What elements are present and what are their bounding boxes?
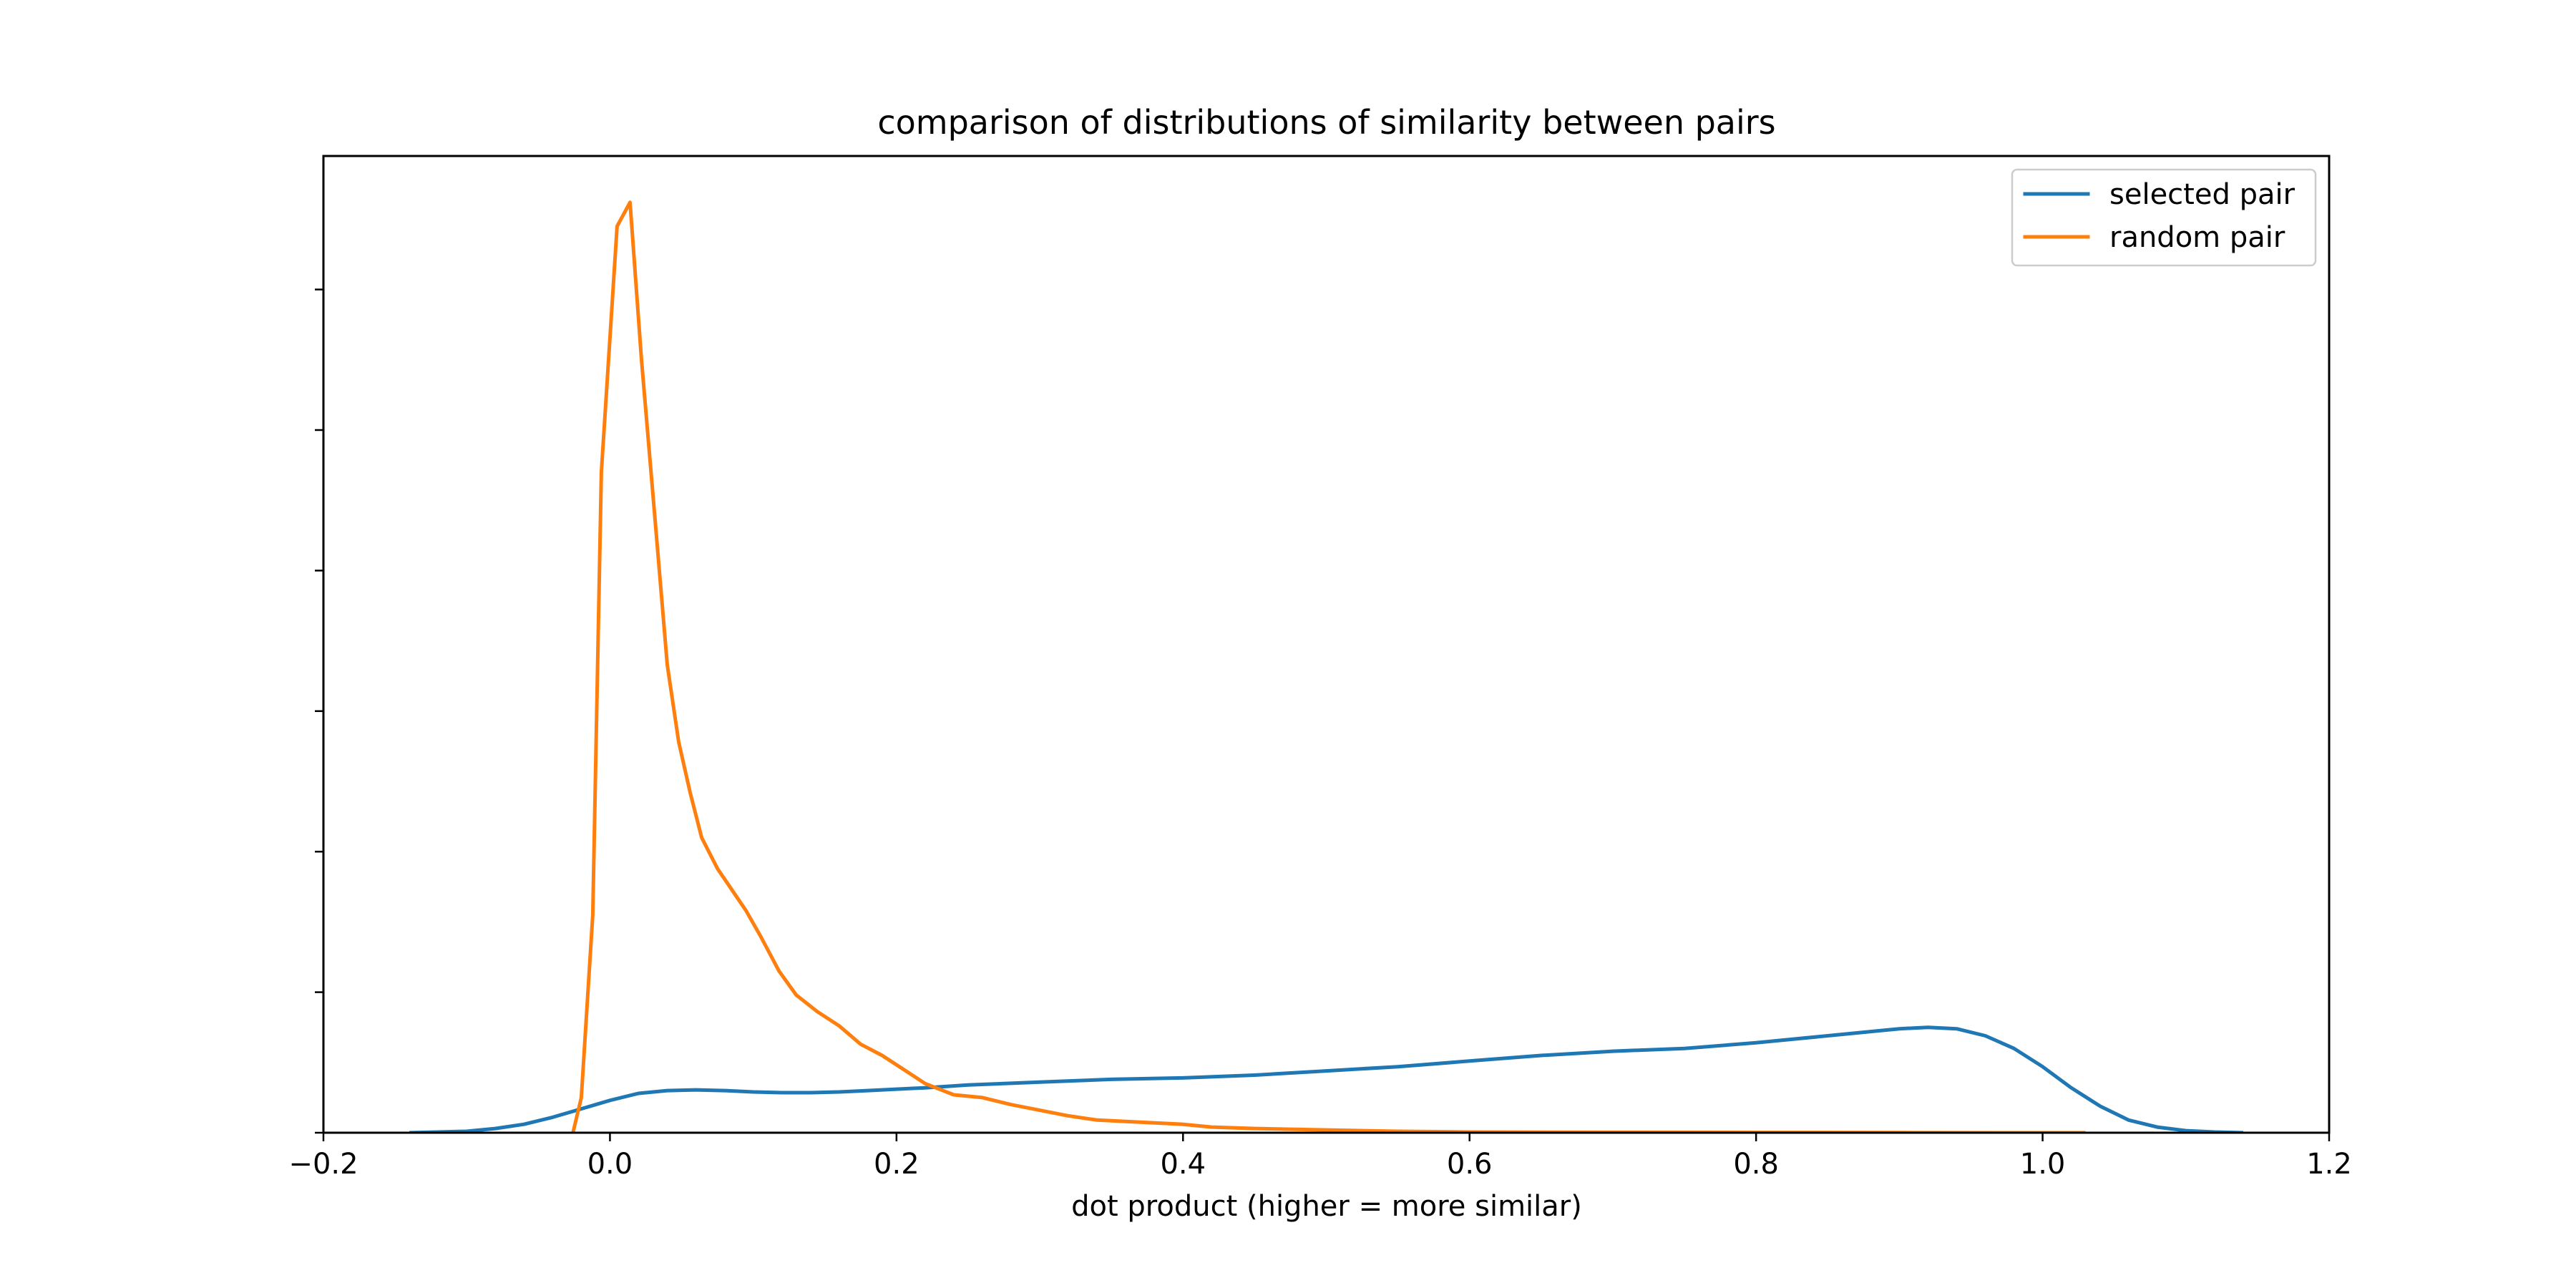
x-axis: −0.2 0.0 0.2 0.4 0.6 0.8 1.0 1.2 <box>288 1133 2352 1181</box>
x-tick-label: 0.4 <box>1160 1148 1206 1181</box>
x-tick-label: 0.0 <box>587 1148 633 1181</box>
axes-frame <box>322 155 2331 1134</box>
legend-label-random-pair: random pair <box>2109 221 2285 254</box>
legend-label-selected-pair: selected pair <box>2109 178 2296 211</box>
x-tick-label: 0.8 <box>1733 1148 1779 1181</box>
x-tick-label: 1.2 <box>2306 1148 2352 1181</box>
x-tick-label: 0.6 <box>1447 1148 1493 1181</box>
series-line-random-pair <box>571 200 2086 1133</box>
x-tick-label: 0.2 <box>874 1148 919 1181</box>
x-tick-label: 1.0 <box>2020 1148 2066 1181</box>
chart-title: comparison of distributions of similarit… <box>877 103 1775 142</box>
series-line-selected-pair <box>409 1025 2243 1133</box>
legend: selected pair random pair <box>2011 168 2317 267</box>
x-tick-label: −0.2 <box>288 1148 358 1181</box>
x-axis-label: dot product (higher = more similar) <box>1071 1190 1582 1223</box>
y-axis <box>315 288 323 1134</box>
plot-area <box>409 200 2243 1133</box>
